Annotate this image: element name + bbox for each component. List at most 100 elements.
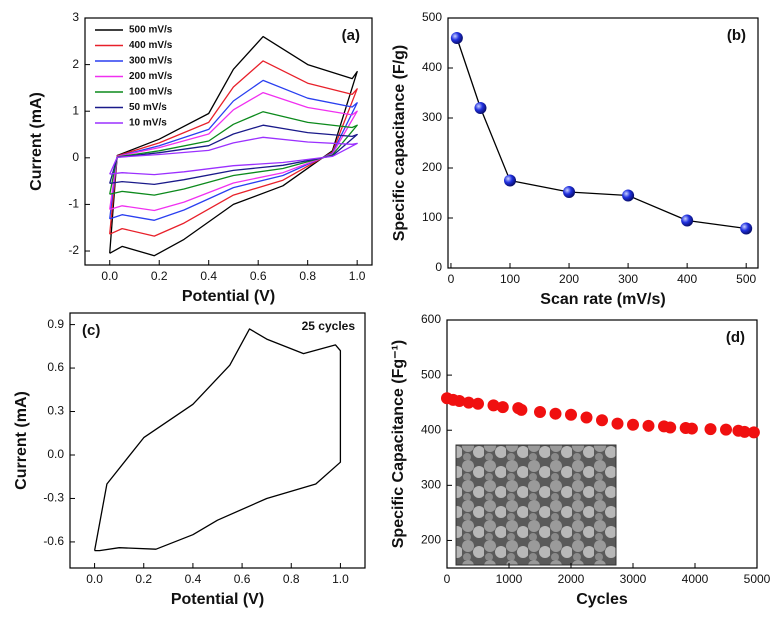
- point: [685, 422, 698, 435]
- x-tick-label: 0.4: [200, 269, 217, 283]
- y-axis-label: Specific capacitance (F/g): [391, 45, 408, 242]
- point: [487, 399, 500, 412]
- x-axis-label: Cycles: [576, 591, 628, 608]
- point: [549, 407, 562, 420]
- legend-label: 500 mV/s: [129, 25, 173, 36]
- marker: [622, 189, 635, 202]
- x-axis-label: Potential (V): [171, 591, 264, 608]
- x-tick-label: 100: [500, 272, 520, 286]
- x-tick-label: 0.2: [135, 572, 152, 586]
- x-axis-label: Scan rate (mV/s): [540, 291, 665, 308]
- sem-inset: [455, 444, 617, 566]
- series-line: [456, 37, 747, 230]
- y-axis-label: Specific Capacitance (Fg⁻¹): [390, 340, 407, 549]
- x-tick-label: 0.0: [101, 269, 118, 283]
- plot-frame: [69, 312, 366, 569]
- point: [704, 423, 717, 436]
- legend-label: 100 mV/s: [129, 87, 173, 98]
- y-tick-label: 600: [421, 312, 441, 326]
- x-axis-label: Potential (V): [182, 288, 275, 305]
- y-tick-label: 2: [72, 57, 79, 71]
- legend-label: 300 mV/s: [129, 56, 173, 67]
- y-tick-label: -2: [68, 243, 79, 257]
- y-tick-label: 400: [422, 60, 442, 74]
- y-tick-label: 200: [422, 160, 442, 174]
- series-line: [109, 91, 358, 212]
- marker: [740, 222, 753, 235]
- x-tick-label: 0.8: [283, 572, 300, 586]
- series-line: [109, 79, 358, 221]
- point: [580, 411, 593, 424]
- marker: [474, 102, 487, 114]
- x-tick-label: 3000: [620, 572, 647, 586]
- point: [747, 426, 760, 439]
- panel-label: (a): [342, 27, 360, 44]
- point: [515, 403, 528, 416]
- point: [472, 397, 484, 410]
- series-line: [109, 136, 358, 176]
- marker: [681, 214, 694, 227]
- point: [738, 425, 751, 438]
- y-tick-label: 3: [72, 10, 79, 24]
- series-line: [109, 60, 358, 237]
- panel: 0.0 0.2 0.4 0.6 0.8 1.0 -2 -1 0 1 2 3 Potential (V) C…: [28, 10, 373, 305]
- y-tick-label: 0.9: [47, 317, 64, 331]
- point: [453, 395, 466, 408]
- point: [596, 414, 608, 427]
- y-tick-label: 500: [422, 10, 442, 24]
- legend-label: 200 mV/s: [129, 71, 173, 82]
- x-tick-label: 1.0: [332, 572, 349, 586]
- y-tick-label: 1: [72, 103, 79, 117]
- series-line: [109, 111, 358, 196]
- x-tick-label: 0.6: [250, 269, 267, 283]
- point: [720, 423, 732, 436]
- legend-label: 10 mV/s: [129, 118, 167, 129]
- y-axis-label: Current (mA): [28, 92, 45, 191]
- legend-label: 50 mV/s: [129, 102, 167, 113]
- x-tick-label: 2000: [558, 572, 585, 586]
- y-tick-label: 500: [421, 367, 441, 381]
- x-tick-label: 0.6: [234, 572, 251, 586]
- plot-frame: [84, 17, 373, 266]
- x-tick-label: 1.0: [349, 269, 366, 283]
- panel-label: (d): [726, 329, 745, 346]
- point: [565, 408, 577, 421]
- point: [462, 396, 475, 409]
- panel-label: (c): [82, 322, 100, 339]
- point: [642, 419, 655, 432]
- panel-label: (b): [727, 27, 746, 44]
- x-tick-label: 0: [444, 572, 451, 586]
- point: [534, 406, 546, 419]
- x-tick-label: 4000: [682, 572, 709, 586]
- x-tick-label: 0.2: [151, 269, 168, 283]
- y-tick-label: -1: [68, 197, 79, 211]
- point: [664, 421, 677, 434]
- y-tick-label: -0.3: [43, 491, 64, 505]
- panel: 0 100 200 300 400 500 0 100 200 300 400 500 Scan rat…: [391, 10, 759, 308]
- y-tick-label: 300: [422, 110, 442, 124]
- point: [611, 417, 624, 430]
- series-line: [93, 328, 342, 552]
- y-axis-label: Current (mA): [13, 391, 30, 490]
- y-tick-label: 200: [421, 533, 441, 547]
- x-tick-label: 1000: [496, 572, 523, 586]
- x-tick-label: 0.8: [299, 269, 316, 283]
- panel: 0 1000 2000 3000 4000 5000 200 300 400 500 600 Cycl…: [390, 312, 770, 608]
- x-tick-label: 0.0: [86, 572, 103, 586]
- y-tick-label: 0: [435, 260, 442, 274]
- x-tick-label: 200: [559, 272, 579, 286]
- point: [496, 401, 509, 414]
- marker: [563, 186, 576, 198]
- y-tick-label: 0.0: [47, 447, 64, 461]
- y-tick-label: 400: [421, 422, 441, 436]
- series-line: [109, 35, 358, 257]
- y-tick-label: 0: [72, 150, 79, 164]
- annotation: 25 cycles: [302, 319, 356, 333]
- y-tick-label: 300: [421, 478, 441, 492]
- panel: 0.0 0.2 0.4 0.6 0.8 1.0 -0.6 -0.3 0.0 0.3 0.6 0.9 Po…: [13, 312, 366, 608]
- marker: [450, 32, 463, 44]
- x-tick-label: 5000: [744, 572, 771, 586]
- point: [627, 418, 639, 431]
